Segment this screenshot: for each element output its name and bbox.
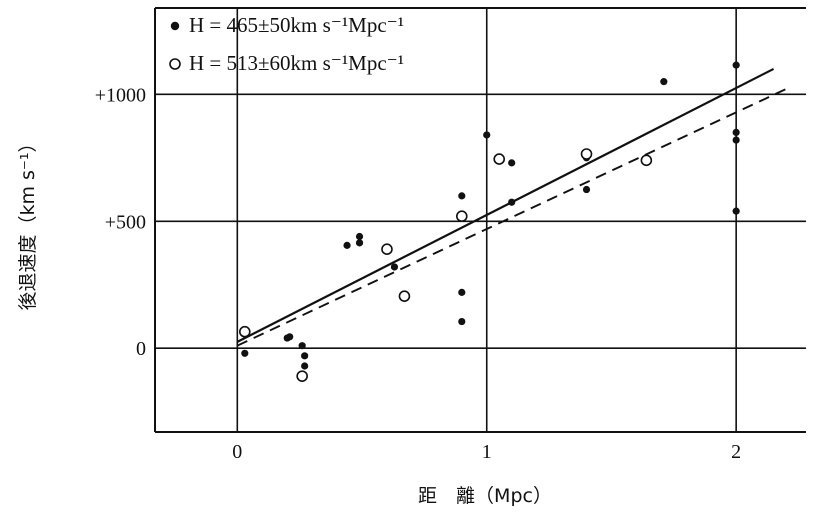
- open-point: [580, 148, 593, 160]
- open-point: [455, 210, 468, 222]
- fit-line-1: [236, 67, 775, 343]
- filled-point: [355, 239, 364, 247]
- legend-marker-open: [169, 58, 181, 70]
- open-point: [296, 370, 308, 382]
- x-tick-label: 1: [482, 441, 492, 463]
- filled-point: [241, 349, 249, 357]
- open-point: [398, 290, 411, 302]
- open-point: [640, 154, 653, 167]
- plot-frame: [154, 7, 806, 433]
- tick-labels: 0 1 2 0 +500 +1000: [95, 84, 741, 463]
- filled-point: [508, 159, 516, 167]
- open-point: [238, 325, 251, 338]
- filled-point: [301, 362, 309, 370]
- x-tick-label: 0: [232, 441, 242, 463]
- filled-point: [660, 78, 668, 86]
- filled-point: [732, 128, 740, 137]
- filled-point: [732, 207, 740, 215]
- open-point: [493, 153, 506, 165]
- filled-point: [343, 241, 351, 249]
- filled-point: [582, 185, 591, 194]
- fit-line-2: [236, 85, 792, 347]
- legend-marker-filled: [170, 21, 180, 31]
- legend: H = 465±50km s⁻¹Mpc⁻¹ H = 513±60km s⁻¹Mpc…: [169, 13, 404, 75]
- data-points: [238, 61, 740, 382]
- filled-point: [458, 192, 466, 200]
- filled-point: [458, 317, 466, 326]
- x-axis-title: 距 離（Mpc）: [418, 485, 552, 507]
- x-tick-label: 2: [731, 441, 741, 463]
- legend-label: H = 513±60km s⁻¹Mpc⁻¹: [189, 51, 404, 75]
- y-tick-label: +1000: [95, 84, 146, 106]
- filled-point: [732, 136, 740, 144]
- filled-point: [301, 352, 309, 360]
- filled-point: [508, 198, 516, 206]
- y-axis-title: 後退速度（km s⁻¹）: [17, 133, 39, 310]
- filled-point: [390, 263, 399, 271]
- filled-point: [458, 288, 466, 296]
- open-point: [381, 243, 393, 255]
- filled-point: [355, 232, 364, 241]
- filled-point: [286, 333, 294, 341]
- y-tick-label: +500: [105, 211, 146, 233]
- filled-point: [483, 131, 491, 139]
- grid-lines: [155, 8, 806, 432]
- filled-point: [732, 61, 740, 69]
- legend-label: H = 465±50km s⁻¹Mpc⁻¹: [189, 13, 404, 37]
- filled-point: [298, 342, 306, 350]
- y-tick-label: 0: [136, 338, 146, 360]
- fit-lines: [236, 67, 792, 347]
